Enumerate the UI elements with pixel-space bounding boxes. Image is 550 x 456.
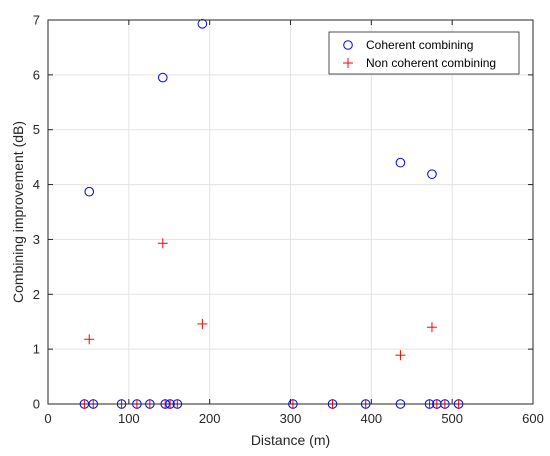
x-tick-label: 600 [522, 411, 544, 426]
y-tick-label: 2 [33, 287, 40, 302]
data-point-plus [426, 322, 437, 333]
legend: Coherent combining Non coherent combinin… [328, 31, 520, 75]
y-tick-label: 7 [33, 13, 40, 28]
legend-marker-coherent [343, 40, 353, 50]
data-point-plus [197, 318, 208, 329]
x-tick-label: 100 [118, 411, 140, 426]
legend-circle-marker [343, 40, 353, 50]
x-tick-label: 400 [360, 411, 382, 426]
y-tick-label: 5 [33, 122, 40, 137]
tick-labels: 0 100 200 300 400 500 600 0 1 2 3 4 5 6 7 [33, 13, 544, 427]
data-point-circle [427, 169, 437, 179]
x-axis-label: Distance (m) [251, 432, 330, 448]
y-tick-label: 3 [33, 232, 40, 247]
y-tick-label: 0 [33, 397, 40, 412]
x-tick-label: 500 [441, 411, 463, 426]
y-tick-label: 4 [33, 177, 40, 192]
data-point-circle [395, 157, 406, 168]
y-tick-label: 1 [33, 342, 40, 357]
x-tick-label: 300 [280, 411, 302, 426]
data-point-circle [84, 186, 95, 197]
data-point-plus [157, 238, 168, 249]
x-tick-label: 200 [199, 411, 221, 426]
legend-marker-non-coherent [343, 58, 353, 68]
data-point-plus [84, 334, 95, 345]
plot-frame [47, 19, 534, 405]
legend-plus-marker [343, 58, 353, 68]
y-tick-label: 6 [33, 67, 40, 82]
data-point-circle [157, 72, 168, 83]
legend-box [328, 31, 520, 75]
y-axis-label: Combining improvement (dB) [10, 121, 26, 303]
x-tick-label: 0 [44, 411, 51, 426]
legend-label-non-coherent: Non coherent combining [366, 56, 496, 70]
data-point-plus [395, 350, 406, 361]
legend-label-coherent: Coherent combining [366, 38, 473, 52]
